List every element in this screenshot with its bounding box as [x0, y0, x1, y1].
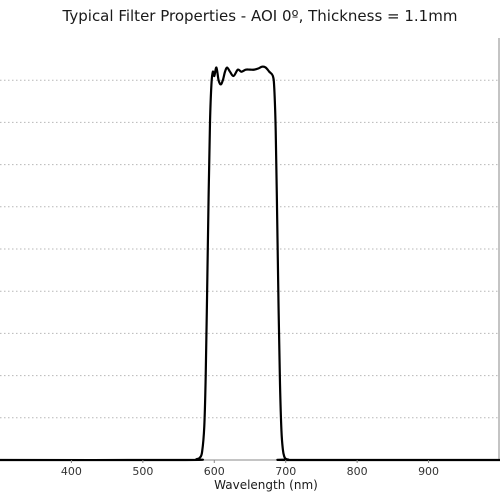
- x-tick-label: 600: [204, 465, 225, 478]
- x-tick-label: 800: [347, 465, 368, 478]
- x-tick-labels: 400 500 600 700 800 900: [61, 460, 439, 478]
- series-layer: [0, 65, 500, 462]
- x-tick-label: 700: [275, 465, 296, 478]
- chart-title: Typical Filter Properties - AOI 0º, Thic…: [62, 7, 458, 25]
- x-tick-label: 400: [61, 465, 82, 478]
- transmission-curve: [0, 65, 500, 462]
- x-tick-label: 900: [418, 465, 439, 478]
- grid: [0, 79, 500, 419]
- x-tick-label: 500: [132, 465, 153, 478]
- x-axis-label: Wavelength (nm): [214, 478, 318, 492]
